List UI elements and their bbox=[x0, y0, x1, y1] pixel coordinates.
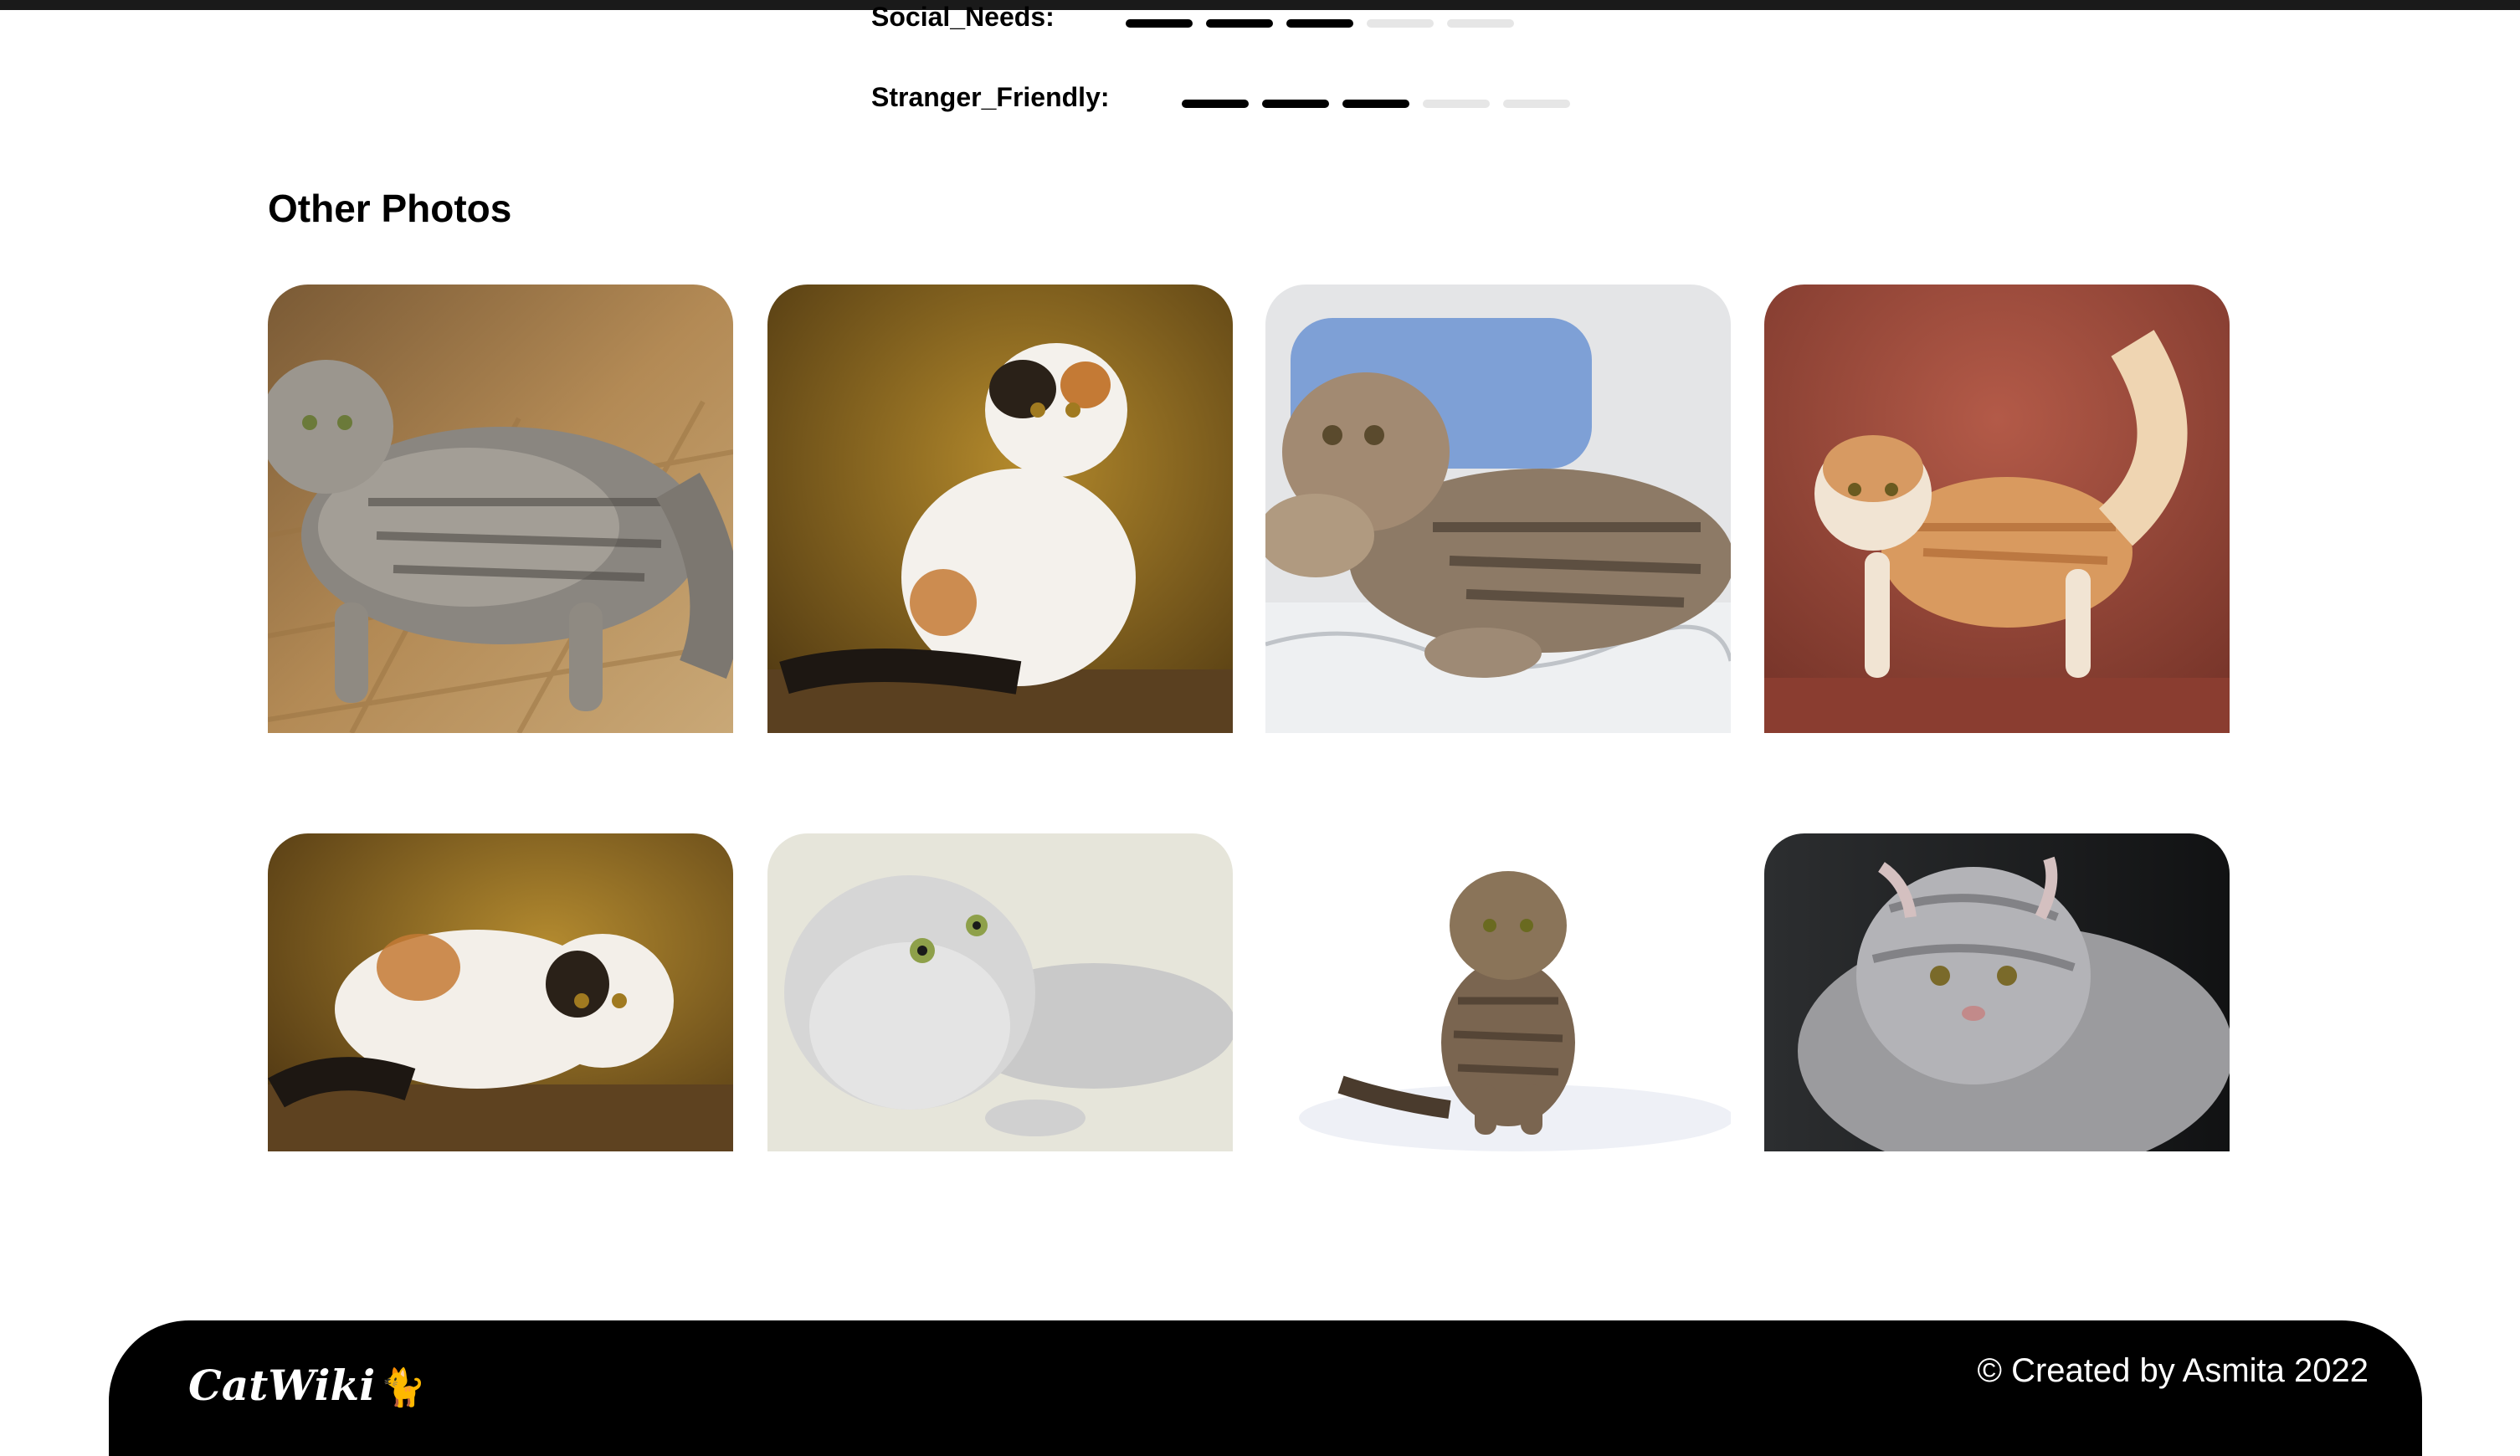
rating-bars-social-needs bbox=[1126, 19, 1514, 28]
section-title-other-photos: Other Photos bbox=[268, 187, 512, 230]
cat-photo-3 bbox=[1265, 285, 1731, 733]
attribute-label: Stranger_Friendly: bbox=[871, 82, 1110, 112]
footer: CatWiki 🐈 © Created by Asmita 2022 bbox=[109, 1320, 2422, 1456]
attribute-row-social-needs: Social_Needs: bbox=[871, 2, 1055, 33]
rating-bar-empty bbox=[1447, 19, 1514, 28]
rating-bar-filled bbox=[1126, 19, 1193, 28]
cat-photo-6 bbox=[767, 833, 1233, 1151]
rating-bar-filled bbox=[1206, 19, 1273, 28]
rating-bar-filled bbox=[1182, 100, 1249, 108]
rating-bar-filled bbox=[1286, 19, 1353, 28]
rating-bar-empty bbox=[1423, 100, 1490, 108]
rating-bars-stranger-friendly bbox=[1182, 100, 1570, 108]
cat-photo-8 bbox=[1764, 833, 2230, 1151]
top-bar bbox=[0, 0, 2520, 10]
cat-photo-4 bbox=[1764, 285, 2230, 733]
cat-photo-7 bbox=[1265, 833, 1731, 1151]
rating-bar-empty bbox=[1367, 19, 1434, 28]
cat-photo-5 bbox=[268, 833, 733, 1151]
footer-credit: © Created by Asmita 2022 bbox=[1977, 1352, 2369, 1389]
rating-bar-filled bbox=[1262, 100, 1329, 108]
rating-bar-empty bbox=[1503, 100, 1570, 108]
cat-photo-2 bbox=[767, 285, 1233, 733]
footer-logo[interactable]: CatWiki 🐈 bbox=[188, 1361, 426, 1410]
rating-bar-filled bbox=[1342, 100, 1409, 108]
attribute-row-stranger-friendly: Stranger_Friendly: bbox=[871, 82, 1110, 113]
logo-text: CatWiki bbox=[188, 1361, 376, 1410]
attribute-label: Social_Needs: bbox=[871, 2, 1055, 32]
cat-photo-1 bbox=[268, 285, 733, 733]
cat-icon: 🐈 bbox=[380, 1366, 426, 1409]
